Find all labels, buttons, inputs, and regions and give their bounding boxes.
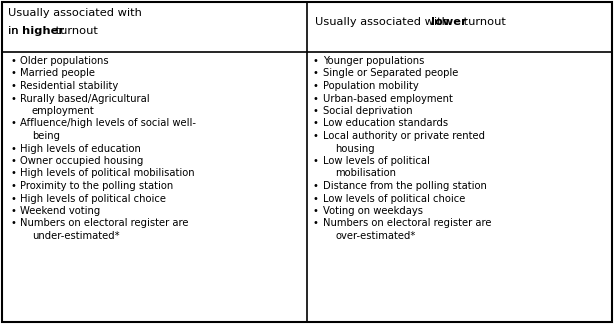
Text: •: • xyxy=(313,106,319,116)
Text: Distance from the polling station: Distance from the polling station xyxy=(323,181,487,191)
Text: High levels of education: High levels of education xyxy=(20,144,141,154)
Text: Owner occupied housing: Owner occupied housing xyxy=(20,156,144,166)
Text: Usually associated with: Usually associated with xyxy=(315,17,453,27)
Text: Older populations: Older populations xyxy=(20,56,109,66)
Text: in: in xyxy=(8,26,22,36)
Text: Proximity to the polling station: Proximity to the polling station xyxy=(20,181,173,191)
Text: •: • xyxy=(10,206,16,216)
Text: mobilisation: mobilisation xyxy=(335,168,396,179)
Text: Social deprivation: Social deprivation xyxy=(323,106,413,116)
Text: •: • xyxy=(313,81,319,91)
Text: •: • xyxy=(313,119,319,129)
Text: Low levels of political: Low levels of political xyxy=(323,156,430,166)
Text: Low levels of political choice: Low levels of political choice xyxy=(323,193,465,203)
Text: housing: housing xyxy=(335,144,375,154)
Text: Numbers on electoral register are: Numbers on electoral register are xyxy=(20,218,188,228)
Text: Weekend voting: Weekend voting xyxy=(20,206,100,216)
Text: being: being xyxy=(32,131,60,141)
Text: High levels of political choice: High levels of political choice xyxy=(20,193,166,203)
Text: •: • xyxy=(10,156,16,166)
Text: Local authority or private rented: Local authority or private rented xyxy=(323,131,485,141)
Text: Younger populations: Younger populations xyxy=(323,56,424,66)
Text: •: • xyxy=(313,181,319,191)
Text: •: • xyxy=(10,119,16,129)
Text: turnout: turnout xyxy=(460,17,507,27)
Text: •: • xyxy=(313,193,319,203)
Text: •: • xyxy=(10,94,16,103)
Text: Population mobility: Population mobility xyxy=(323,81,419,91)
Text: •: • xyxy=(313,156,319,166)
Text: •: • xyxy=(10,68,16,78)
Text: High levels of political mobilisation: High levels of political mobilisation xyxy=(20,168,195,179)
Text: Rurally based/Agricultural: Rurally based/Agricultural xyxy=(20,94,150,103)
Text: over-estimated*: over-estimated* xyxy=(335,231,416,241)
Text: •: • xyxy=(10,193,16,203)
Text: lower: lower xyxy=(432,17,467,27)
Text: •: • xyxy=(313,94,319,103)
Text: Usually associated with: Usually associated with xyxy=(8,8,142,18)
Text: Numbers on electoral register are: Numbers on electoral register are xyxy=(323,218,491,228)
Text: higher: higher xyxy=(22,26,64,36)
Text: •: • xyxy=(10,168,16,179)
Text: •: • xyxy=(10,181,16,191)
Text: turnout: turnout xyxy=(52,26,98,36)
Text: Single or Separated people: Single or Separated people xyxy=(323,68,459,78)
Text: Residential stability: Residential stability xyxy=(20,81,119,91)
Text: •: • xyxy=(313,131,319,141)
Text: •: • xyxy=(10,81,16,91)
Text: •: • xyxy=(10,144,16,154)
Text: in: in xyxy=(8,26,22,36)
Text: •: • xyxy=(10,218,16,228)
Text: Affluence/high levels of social well-: Affluence/high levels of social well- xyxy=(20,119,196,129)
Text: •: • xyxy=(10,56,16,66)
Text: •: • xyxy=(313,206,319,216)
Text: Voting on weekdays: Voting on weekdays xyxy=(323,206,423,216)
Text: •: • xyxy=(313,68,319,78)
Text: employment: employment xyxy=(32,106,95,116)
Text: Urban-based employment: Urban-based employment xyxy=(323,94,453,103)
Text: •: • xyxy=(313,218,319,228)
Text: Married people: Married people xyxy=(20,68,95,78)
Text: •: • xyxy=(313,56,319,66)
Text: under-estimated*: under-estimated* xyxy=(32,231,120,241)
Text: Low education standards: Low education standards xyxy=(323,119,448,129)
